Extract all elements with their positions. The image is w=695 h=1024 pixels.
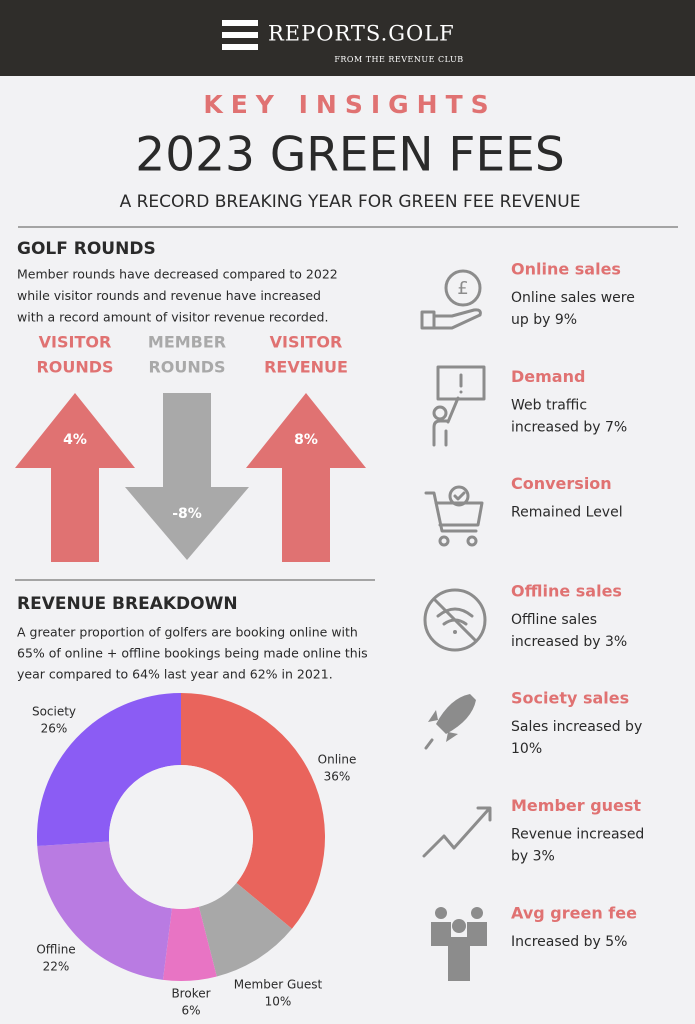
slice-value: 26% <box>41 722 68 736</box>
arrow <box>15 393 135 562</box>
slice-label: Broker <box>171 987 210 1001</box>
arrow-label: REVENUE <box>264 358 348 377</box>
body-text: with a record amount of visitor revenue … <box>17 310 328 325</box>
icon-hand: £ <box>420 269 482 330</box>
subtitle: A RECORD BREAKING YEAR FOR GREEN FEE REV… <box>120 192 581 212</box>
brand: REPORTS.GOLF <box>268 22 455 46</box>
body-text: 65% of online + offline bookings being m… <box>17 646 368 661</box>
arrow-label: MEMBER <box>148 333 226 352</box>
arrow-label: VISITOR <box>270 333 343 352</box>
logo-icon <box>222 20 258 50</box>
insight-text: Increased by 5% <box>511 934 627 950</box>
icon-cart <box>424 485 484 547</box>
arrow-value: 8% <box>294 432 318 448</box>
donut-slice <box>37 693 181 847</box>
arrow-label: ROUNDS <box>36 358 113 377</box>
body-text: while visitor rounds and revenue have in… <box>17 288 321 303</box>
donut-slice <box>198 882 292 977</box>
slice-label: Offline <box>36 943 75 957</box>
donut-hole <box>109 765 253 909</box>
slice-value: 10% <box>265 995 292 1009</box>
slice-value: 6% <box>181 1004 200 1018</box>
insight-text: Offline sales <box>511 612 597 628</box>
body-text: year compared to 64% last year and 62% i… <box>17 667 333 682</box>
header-bar <box>0 0 695 76</box>
arrow-value: -8% <box>172 506 202 522</box>
insight-text: Remained Level <box>511 505 623 521</box>
body-text: A greater proportion of golfers are book… <box>17 625 358 640</box>
slice-value: 22% <box>43 960 70 974</box>
insight-text: Revenue increased <box>511 827 644 843</box>
insight-text: Web traffic <box>511 397 587 413</box>
icon-trend <box>422 806 492 858</box>
slice-label: Society <box>32 705 76 719</box>
insight-title: Conversion <box>511 474 612 493</box>
icon-rocket <box>424 694 476 750</box>
insight-text: increased by 3% <box>511 634 627 650</box>
slice-label: Online <box>318 753 357 767</box>
insight-title: Online sales <box>511 260 621 279</box>
insight-text: 10% <box>511 741 542 757</box>
section-heading: GOLF ROUNDS <box>17 239 156 259</box>
insight-text: by 3% <box>511 849 555 865</box>
arrow-value: 4% <box>63 432 87 448</box>
icon-no-wifi <box>423 588 487 652</box>
kicker: KEY INSIGHTS <box>203 90 496 119</box>
tagline: FROM THE REVENUE CLUB <box>334 55 463 64</box>
insight-text: up by 9% <box>511 312 577 328</box>
icon-sign <box>432 365 486 447</box>
title: 2023 GREEN FEES <box>135 128 564 183</box>
arrow-label: VISITOR <box>39 333 112 352</box>
insight-text: Sales increased by <box>511 719 642 735</box>
insight-text: increased by 7% <box>511 419 627 435</box>
insight-title: Society sales <box>511 689 629 708</box>
body-text: Member rounds have decreased compared to… <box>17 267 338 282</box>
arrow <box>246 393 366 562</box>
icon-glyph: £ <box>457 278 468 299</box>
icon-people <box>431 907 487 981</box>
arrow <box>125 393 249 560</box>
donut-slice <box>181 693 325 929</box>
donut-slice <box>162 906 217 981</box>
arrow-label: ROUNDS <box>148 358 225 377</box>
icons: £ <box>420 269 492 981</box>
insight-title: Offline sales <box>511 581 622 600</box>
insight-title: Member guest <box>511 796 641 815</box>
slice-label: Member Guest <box>234 978 323 992</box>
slice-value: 36% <box>324 770 351 784</box>
insight-title: Avg green fee <box>511 903 637 922</box>
section-heading: REVENUE BREAKDOWN <box>17 594 238 614</box>
insight-title: Demand <box>511 367 585 386</box>
insight-text: Online sales were <box>511 290 635 306</box>
donut-slice <box>37 841 172 980</box>
